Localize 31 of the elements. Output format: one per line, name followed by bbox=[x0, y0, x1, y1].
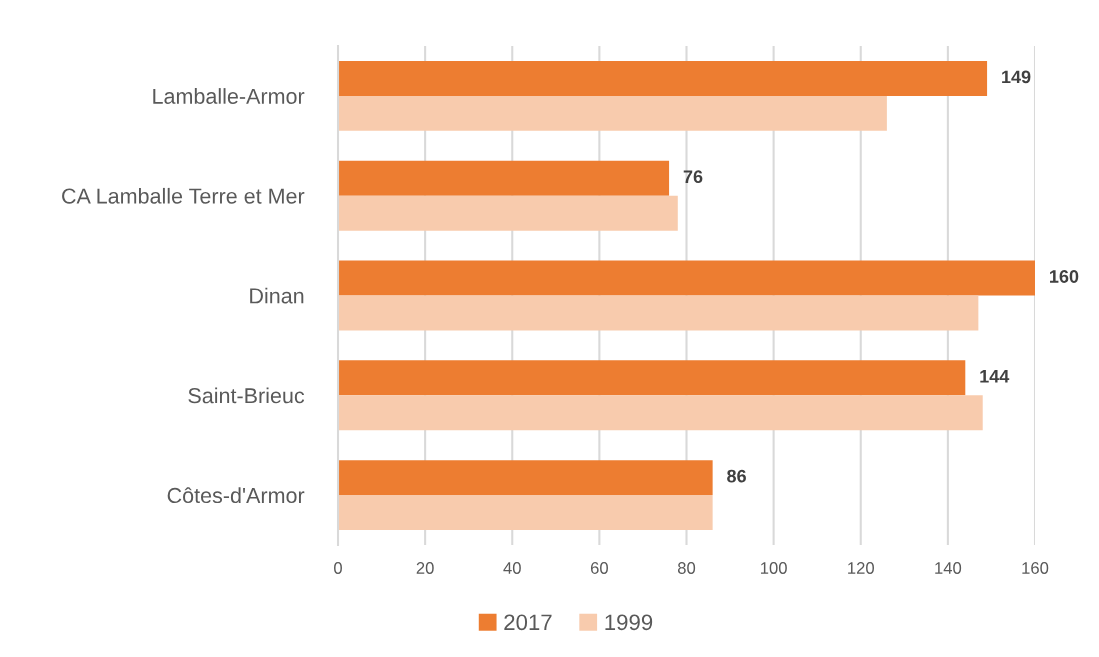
x-tick-label: 100 bbox=[760, 562, 787, 574]
y-tick-label: Saint-Brieuc bbox=[188, 387, 305, 404]
data-label: 144 bbox=[980, 370, 1010, 383]
bar bbox=[338, 395, 983, 431]
y-tick-label: Dinan bbox=[250, 287, 304, 304]
y-tick-label: CA Lamballe Terre et Mer bbox=[62, 187, 305, 204]
bar bbox=[338, 495, 713, 531]
x-tick-label: 0 bbox=[334, 562, 342, 574]
x-tick-label: 60 bbox=[590, 562, 608, 574]
x-tick-label: 120 bbox=[848, 562, 874, 574]
bar bbox=[338, 160, 670, 196]
y-tick-label: Lamballe-Armor bbox=[153, 88, 305, 104]
bar bbox=[338, 460, 713, 496]
x-tick-label: 140 bbox=[935, 562, 962, 574]
legend-label: 1999 bbox=[605, 614, 653, 631]
data-label: 86 bbox=[727, 469, 746, 483]
data-label: 76 bbox=[683, 170, 703, 184]
y-tick-label: Côtes-d'Armor bbox=[167, 487, 305, 504]
x-tick-label: 20 bbox=[416, 562, 434, 574]
data-label: 149 bbox=[1002, 70, 1031, 84]
bar bbox=[338, 295, 979, 331]
legend-label: 2017 bbox=[504, 614, 552, 631]
bar bbox=[338, 360, 966, 396]
data-label: 160 bbox=[1050, 270, 1079, 283]
x-tick-label: 160 bbox=[1022, 562, 1049, 574]
bar bbox=[338, 95, 887, 131]
bar bbox=[338, 195, 678, 231]
x-tick-label: 40 bbox=[503, 562, 521, 574]
bar bbox=[338, 60, 988, 96]
x-tick-label: 80 bbox=[677, 562, 696, 574]
bar bbox=[338, 260, 1035, 296]
